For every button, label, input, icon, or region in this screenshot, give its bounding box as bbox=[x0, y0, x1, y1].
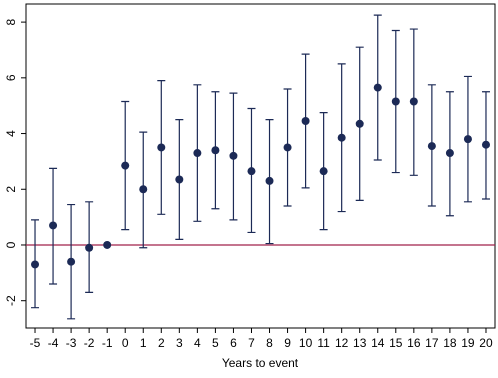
x-axis-label: Years to event bbox=[222, 356, 299, 370]
x-tick-label: 19 bbox=[461, 336, 475, 350]
point bbox=[211, 146, 220, 155]
x-tick-label: 5 bbox=[212, 336, 219, 350]
y-tick-label: 2 bbox=[4, 186, 18, 193]
x-tick-label: 0 bbox=[122, 336, 129, 350]
point bbox=[319, 167, 328, 176]
x-tick-label: -1 bbox=[102, 336, 113, 350]
x-tick-label: 11 bbox=[317, 336, 330, 350]
x-tick-label: 14 bbox=[371, 336, 385, 350]
point bbox=[373, 83, 382, 92]
x-tick-label: -3 bbox=[66, 336, 77, 350]
point bbox=[445, 149, 454, 158]
x-tick-label: 4 bbox=[194, 336, 201, 350]
x-tick-label: 13 bbox=[353, 336, 367, 350]
point bbox=[463, 135, 472, 144]
point bbox=[337, 133, 346, 142]
x-tick-label: 8 bbox=[266, 336, 273, 350]
point bbox=[193, 149, 202, 158]
point bbox=[265, 176, 274, 185]
x-tick-label: -4 bbox=[48, 336, 59, 350]
point bbox=[481, 140, 490, 149]
point bbox=[175, 175, 184, 184]
x-tick-label: 16 bbox=[407, 336, 421, 350]
x-tick-label: 17 bbox=[425, 336, 439, 350]
y-tick-label: 0 bbox=[4, 241, 18, 248]
point bbox=[103, 240, 112, 249]
point bbox=[301, 117, 310, 126]
x-tick-label: 12 bbox=[335, 336, 349, 350]
point bbox=[139, 185, 148, 194]
x-tick-label: 20 bbox=[479, 336, 493, 350]
point bbox=[229, 151, 238, 160]
point bbox=[67, 257, 76, 266]
y-tick-label: 4 bbox=[4, 130, 18, 137]
x-tick-label: 2 bbox=[158, 336, 165, 350]
x-tick-label: -2 bbox=[84, 336, 95, 350]
x-tick-label: 18 bbox=[443, 336, 457, 350]
y-tick-label: -2 bbox=[4, 295, 18, 306]
point bbox=[355, 119, 364, 128]
x-tick-label: 3 bbox=[176, 336, 183, 350]
x-tick-label: 15 bbox=[389, 336, 403, 350]
point bbox=[427, 142, 436, 151]
point bbox=[49, 221, 58, 230]
point bbox=[121, 161, 130, 170]
point bbox=[31, 260, 40, 269]
y-tick-label: 8 bbox=[4, 18, 18, 25]
x-tick-label: 10 bbox=[299, 336, 313, 350]
x-tick-label: 9 bbox=[284, 336, 291, 350]
point bbox=[283, 143, 292, 152]
point bbox=[247, 167, 256, 176]
plot-frame bbox=[25, 3, 496, 329]
x-tick-label: 7 bbox=[248, 336, 255, 350]
point bbox=[391, 97, 400, 106]
x-tick-label: -5 bbox=[30, 336, 41, 350]
point bbox=[85, 243, 94, 252]
x-tick-label: 1 bbox=[140, 336, 147, 350]
x-tick-label: 6 bbox=[230, 336, 237, 350]
point bbox=[409, 97, 418, 106]
point bbox=[157, 143, 166, 152]
y-tick-label: 6 bbox=[4, 74, 18, 81]
